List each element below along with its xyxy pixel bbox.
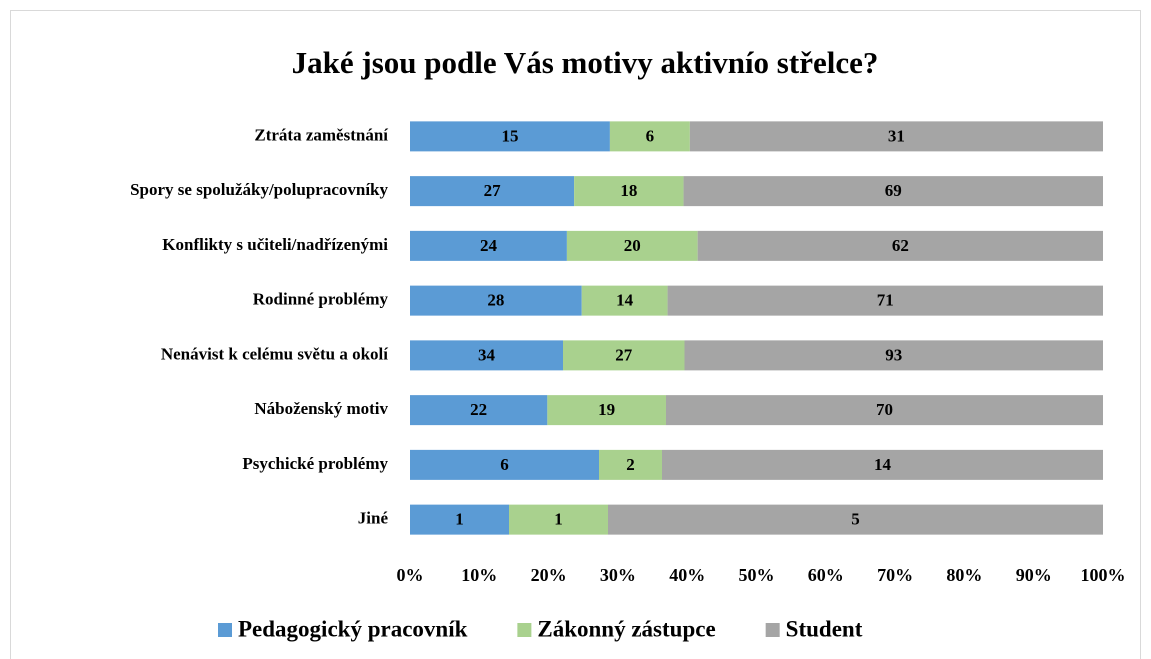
bar-segment bbox=[697, 230, 1103, 261]
x-tick-label: 90% bbox=[1016, 565, 1052, 585]
data-label: 19 bbox=[598, 400, 615, 419]
y-tick-label: Ztráta zaměstnání bbox=[254, 125, 388, 144]
data-label: 20 bbox=[624, 236, 641, 255]
y-tick-label: Rodinné problémy bbox=[253, 290, 389, 309]
data-label: 22 bbox=[470, 400, 487, 419]
bar-segment bbox=[410, 285, 582, 316]
bar-segment bbox=[599, 449, 662, 480]
data-label: 93 bbox=[885, 345, 902, 364]
data-label: 6 bbox=[500, 455, 509, 474]
bar-segment bbox=[689, 121, 1103, 152]
data-label: 27 bbox=[615, 345, 633, 364]
data-label: 14 bbox=[616, 291, 634, 310]
x-tick-label: 20% bbox=[531, 565, 567, 585]
bar-segment bbox=[574, 176, 684, 207]
x-tick-label: 10% bbox=[461, 565, 497, 585]
data-label: 15 bbox=[501, 126, 518, 145]
legend-label: Student bbox=[786, 616, 863, 641]
x-tick-label: 50% bbox=[739, 565, 775, 585]
bar-segment bbox=[410, 395, 548, 426]
bar-segment bbox=[667, 285, 1103, 316]
legend-label: Pedagogický pracovník bbox=[238, 616, 468, 641]
data-label: 24 bbox=[480, 236, 498, 255]
bar-segment bbox=[662, 449, 1103, 480]
bar-segment bbox=[410, 504, 509, 535]
bar-segment bbox=[410, 176, 575, 207]
y-tick-label: Náboženský motiv bbox=[254, 399, 388, 418]
data-label: 6 bbox=[646, 126, 655, 145]
y-tick-label: Konflikty s učiteli/nadřízenými bbox=[162, 235, 388, 254]
legend-swatch bbox=[517, 623, 532, 637]
data-label: 1 bbox=[455, 510, 464, 529]
data-label: 69 bbox=[885, 181, 902, 200]
data-label: 27 bbox=[484, 181, 502, 200]
legend-swatch bbox=[765, 623, 780, 637]
data-label: 18 bbox=[620, 181, 637, 200]
y-tick-label: Spory se spolužáky/polupracovníky bbox=[130, 180, 388, 199]
legend-swatch bbox=[218, 623, 232, 637]
bar-segment bbox=[608, 504, 1103, 535]
data-label: 28 bbox=[487, 291, 504, 310]
bar-segment bbox=[684, 340, 1103, 371]
y-tick-label: Psychické problémy bbox=[242, 454, 388, 473]
chart-title: Jaké jsou podle Vás motivy aktivnío stře… bbox=[292, 45, 879, 80]
bar-segment bbox=[563, 340, 685, 371]
bar-segment bbox=[581, 285, 668, 316]
x-tick-label: 30% bbox=[600, 565, 636, 585]
data-label: 31 bbox=[888, 126, 905, 145]
data-label: 1 bbox=[554, 510, 563, 529]
bar-segment bbox=[410, 449, 599, 480]
bar-segment bbox=[609, 121, 690, 152]
bar-segment bbox=[566, 230, 698, 261]
bar-segment bbox=[410, 340, 563, 371]
bar-segment bbox=[683, 176, 1103, 207]
data-label: 71 bbox=[877, 291, 894, 310]
legend-label: Zákonný zástupce bbox=[537, 616, 715, 641]
chart-border bbox=[10, 10, 1141, 659]
x-tick-label: 70% bbox=[877, 565, 913, 585]
data-label: 34 bbox=[478, 345, 496, 364]
bar-segment bbox=[665, 395, 1103, 426]
y-tick-label: Nenávist k celému světu a okolí bbox=[161, 344, 388, 363]
data-label: 62 bbox=[892, 236, 909, 255]
data-label: 2 bbox=[626, 455, 635, 474]
bar-segment bbox=[410, 230, 567, 261]
y-tick-label: Jiné bbox=[358, 509, 389, 528]
x-tick-label: 60% bbox=[808, 565, 844, 585]
bar-segment bbox=[509, 504, 608, 535]
x-tick-label: 40% bbox=[669, 565, 705, 585]
data-label: 70 bbox=[876, 400, 893, 419]
bar-segment bbox=[547, 395, 666, 426]
x-tick-label: 0% bbox=[397, 565, 424, 585]
data-label: 5 bbox=[851, 510, 860, 529]
data-label: 14 bbox=[874, 455, 892, 474]
x-tick-label: 80% bbox=[946, 565, 982, 585]
x-tick-label: 100% bbox=[1081, 565, 1126, 585]
bar-segment bbox=[410, 121, 610, 152]
